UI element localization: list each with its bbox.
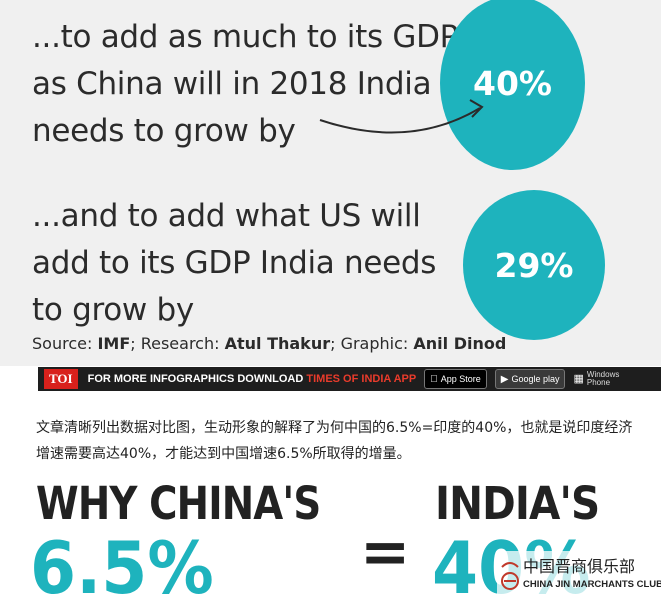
toi-download-text: FOR MORE INFOGRAPHICS DOWNLOAD TIMES OF … <box>88 373 417 385</box>
source-label: Source: <box>32 334 98 353</box>
china-growth-value: 6.5% <box>30 526 214 610</box>
toi-logo: TOI <box>44 369 78 389</box>
stat1-circle: 40% <box>440 0 585 170</box>
toi-text-app: TIMES OF INDIA APP <box>306 373 417 385</box>
club-logo-icon <box>501 562 519 590</box>
google-play-label: Google play <box>503 374 559 384</box>
windows-line-1: Windows <box>579 370 619 379</box>
play-icon: ▶ <box>501 374 509 385</box>
stat1-line-3: needs to grow by <box>32 113 296 149</box>
infographic-panel: ...to add as much to its GDP as China wi… <box>0 0 661 366</box>
graphic-value: Anil Dinod <box>413 334 507 353</box>
google-play-badge[interactable]: ▶ Google play <box>494 369 566 389</box>
app-store-badge[interactable]:  App Store <box>424 369 487 389</box>
stat2-circle: 29% <box>463 190 605 340</box>
why-china-title: WHY CHINA'S <box>36 477 321 530</box>
curved-arrow-icon <box>319 99 484 134</box>
app-store-label: App Store <box>433 374 481 384</box>
toi-text-prefix: FOR MORE INFOGRAPHICS DOWNLOAD <box>87 373 307 385</box>
india-title: INDIA'S <box>435 477 600 530</box>
equals-sign: = <box>360 517 411 587</box>
source-credits: Source: IMF; Research: Atul Thakur; Grap… <box>32 334 506 353</box>
club-watermark: 中国晋商俱乐部 CHINA JIN MARCHANTS CLUB <box>497 551 661 601</box>
stat2-text: ...and to add what US will add to its GD… <box>32 193 436 334</box>
apple-icon:  <box>430 374 438 385</box>
source-value: IMF <box>97 334 131 353</box>
stat2-line-2: add to its GDP India needs <box>32 245 437 281</box>
stat1-value: 40% <box>473 63 552 103</box>
article-caption: 文章清晰列出数据对比图，生动形象的解释了为何中国的6.5%=印度的40%，也就是… <box>36 420 633 462</box>
stat2-line-1: ...and to add what US will <box>32 198 421 234</box>
stat1-line-1: ...to add as much to its GDP <box>32 19 459 55</box>
research-label: ; Research: <box>130 334 225 353</box>
stat2-value: 29% <box>494 245 574 285</box>
research-value: Atul Thakur <box>224 334 331 353</box>
watermark-chinese: 中国晋商俱乐部 <box>523 557 636 576</box>
windows-phone-badge[interactable]: ▦ Windows Phone <box>573 371 619 387</box>
stat1-line-2: as China will in 2018 India <box>32 66 432 102</box>
stat1-text: ...to add as much to its GDP as China wi… <box>32 14 458 155</box>
windows-icon: ▦ <box>565 373 583 385</box>
windows-line-2: Phone <box>579 378 610 387</box>
toi-download-bar: TOI FOR MORE INFOGRAPHICS DOWNLOAD TIMES… <box>38 367 661 391</box>
stat2-line-3: to grow by <box>32 292 194 328</box>
watermark-english: CHINA JIN MARCHANTS CLUB <box>523 579 661 590</box>
graphic-label: ; Graphic: <box>330 334 414 353</box>
